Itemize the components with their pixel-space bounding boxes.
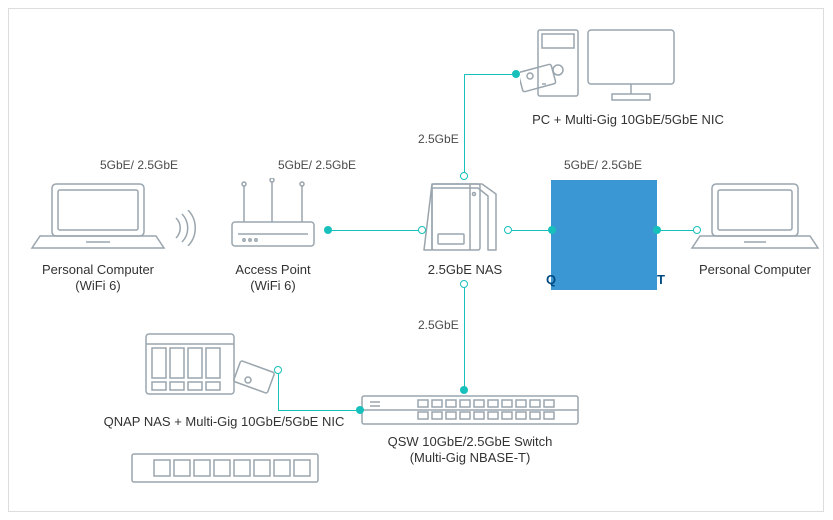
qna-adapter-box [551, 180, 657, 290]
access-point-icon [218, 178, 328, 256]
nas-center-label: 2.5GbE NAS [412, 262, 518, 278]
pc-top-label-line1: PC + Multi-Gig 10GbE/5GbE NIC [508, 112, 748, 128]
edge-label-ap-nas: 5GbE/ 2.5GbE [278, 158, 356, 172]
rack-unit-icon [130, 452, 320, 488]
qsw-switch-label-line1: QSW 10GbE/2.5GbE Switch [362, 434, 578, 450]
laptop-left-label: Personal Computer (WiFi 6) [20, 262, 176, 295]
wifi-signal-icon [170, 210, 198, 251]
edge-label-nas-top: 2.5GbE [418, 132, 459, 146]
edge-nas-qna-dot-left [504, 226, 512, 234]
edge-label-nas-bottom: 2.5GbE [418, 318, 459, 332]
edge-nas-top-h [464, 74, 516, 75]
edge-nas-top-dot-bottom [460, 172, 468, 180]
edge-nas-switch-dot-top [460, 280, 468, 288]
edge-ap-nas-dot-right [418, 226, 426, 234]
edge-switch-qnap-dot-top [274, 366, 282, 374]
qnap-nas-icon [140, 330, 280, 410]
edge-ap-nas [328, 230, 422, 231]
edge-switch-qnap-v [278, 370, 279, 410]
edge-label-left-ap: 5GbE/ 2.5GbE [100, 158, 178, 172]
edge-nas-top-v [464, 74, 465, 176]
edge-qna-laptop-dot-right [693, 226, 701, 234]
edge-switch-qnap-h [278, 410, 360, 411]
laptop-left-label-line1: Personal Computer [20, 262, 176, 278]
edge-qna-laptop-dot-left [653, 226, 661, 234]
pc-top-icon [520, 24, 690, 108]
qsw-switch-label: QSW 10GbE/2.5GbE Switch (Multi-Gig NBASE… [362, 434, 578, 467]
qnap-nas-label-line1: QNAP NAS + Multi-Gig 10GbE/5GbE NIC [94, 414, 354, 430]
access-point-label-line1: Access Point [210, 262, 336, 278]
edge-nas-qna-dot-right [548, 226, 556, 234]
laptop-left-label-line2: (WiFi 6) [20, 278, 176, 294]
access-point-label-line2: (WiFi 6) [210, 278, 336, 294]
edge-nas-switch [464, 284, 465, 390]
pc-top-label: PC + Multi-Gig 10GbE/5GbE NIC [508, 112, 748, 128]
laptop-left-icon [28, 180, 168, 255]
access-point-label: Access Point (WiFi 6) [210, 262, 336, 295]
qsw-switch-label-line2: (Multi-Gig NBASE-T) [362, 450, 578, 466]
laptop-right-icon [690, 180, 820, 255]
edge-nas-switch-dot-bottom [460, 386, 468, 394]
nas-center-icon [420, 176, 510, 258]
edge-qna-laptop [657, 230, 697, 231]
qna-label-left: Q [546, 272, 556, 288]
laptop-right-label-line1: Personal Computer [688, 262, 822, 278]
nas-center-label-line1: 2.5GbE NAS [412, 262, 518, 278]
qnap-nas-label: QNAP NAS + Multi-Gig 10GbE/5GbE NIC [94, 414, 354, 430]
edge-nas-top-dot-end [512, 70, 520, 78]
qna-label-right: T [657, 272, 665, 288]
laptop-right-label: Personal Computer [688, 262, 822, 278]
qsw-switch-icon [360, 390, 580, 432]
edge-label-nas-right: 5GbE/ 2.5GbE [564, 158, 642, 172]
edge-switch-qnap-dot-right [356, 406, 364, 414]
edge-ap-nas-dot-left [324, 226, 332, 234]
